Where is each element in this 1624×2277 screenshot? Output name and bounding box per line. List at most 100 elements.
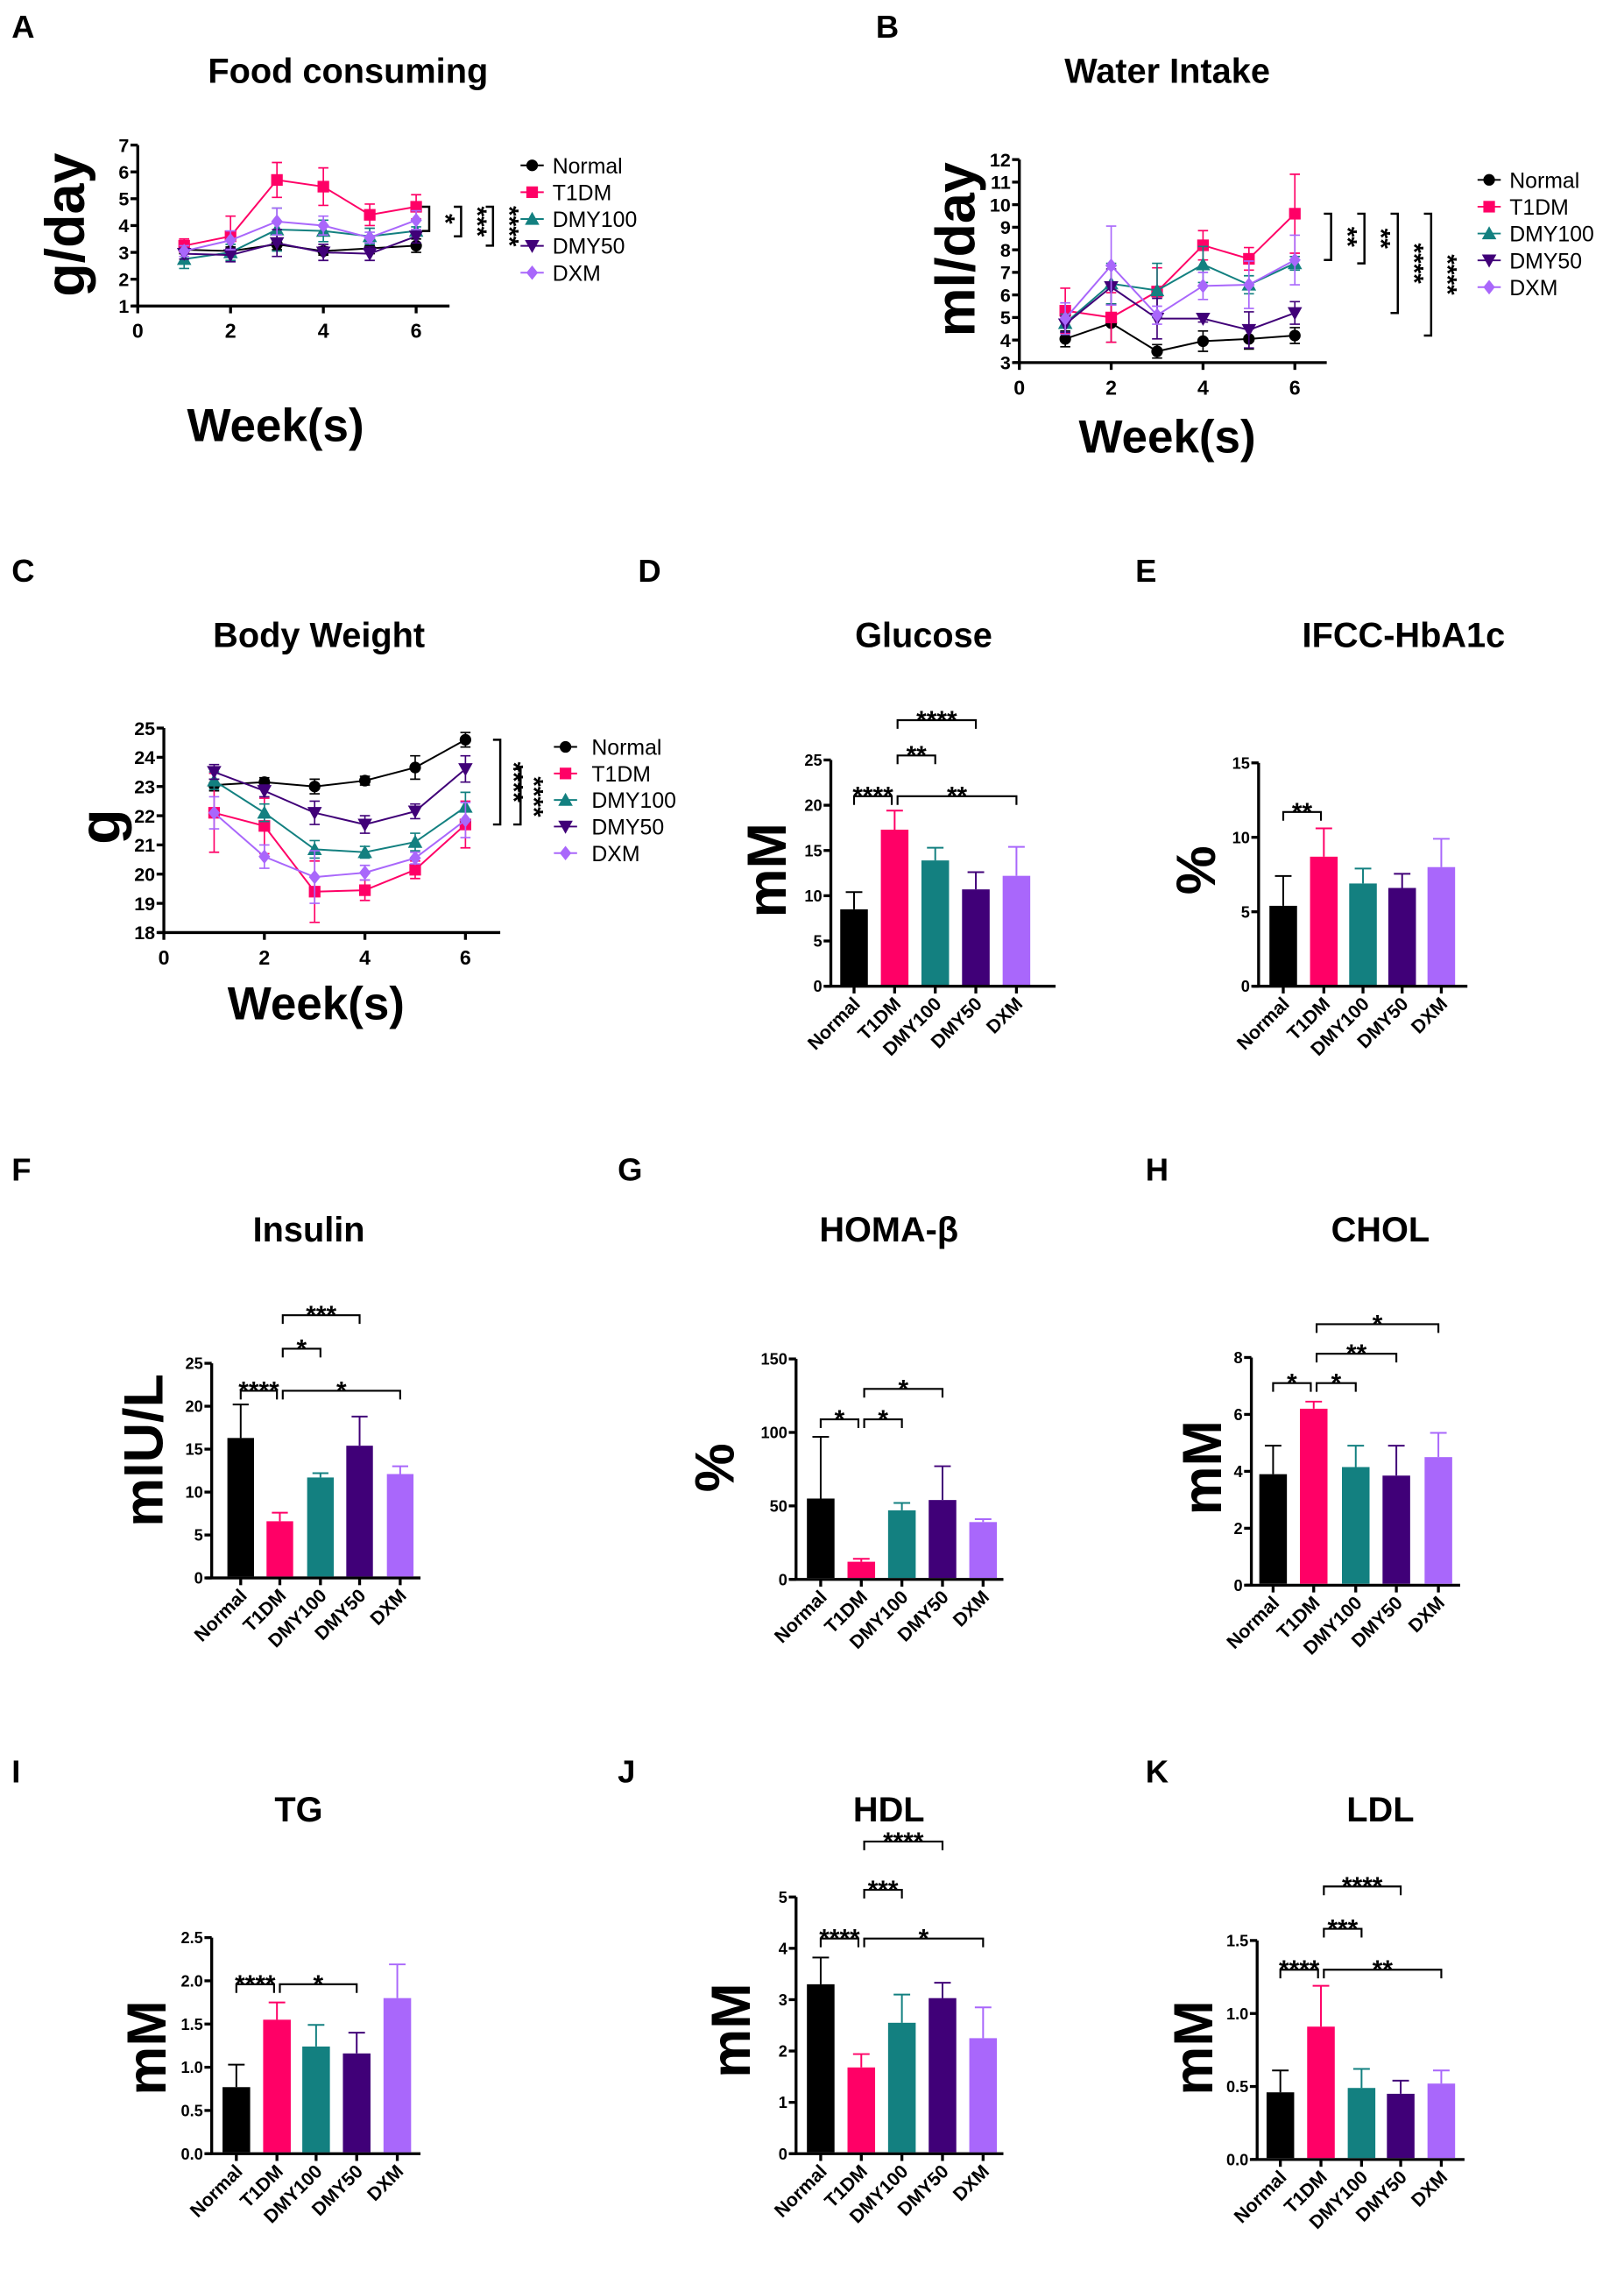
- error-bar: [852, 2053, 870, 2068]
- error-bar: [1387, 1445, 1405, 1476]
- error-bar: [893, 1502, 911, 1510]
- category-label: DXM: [364, 2160, 408, 2205]
- error-bar: [1315, 827, 1332, 857]
- y-tick-label: 5: [779, 1889, 787, 1906]
- significance-bracket: [863, 1418, 903, 1428]
- y-axis-label: g/day: [35, 152, 96, 296]
- series-line: [214, 739, 466, 788]
- data-point: [1151, 308, 1163, 323]
- series-dmy50: [176, 229, 424, 263]
- y-tick-label: 21: [134, 835, 155, 856]
- series-line: [1064, 213, 1296, 319]
- significance-stars: *: [1373, 1310, 1383, 1339]
- x-tick-label: 0: [1013, 376, 1025, 399]
- legend-label: T1DM: [591, 763, 651, 787]
- data-point: [358, 865, 371, 880]
- x-tick-label: 6: [460, 946, 471, 969]
- panel-letter: F: [11, 1152, 31, 1188]
- legend-label: DMY50: [553, 236, 625, 259]
- error-bar: [232, 1404, 249, 1439]
- panel-letter: G: [618, 1152, 642, 1188]
- panel-letter: K: [1146, 1753, 1169, 1789]
- legend-item: T1DM: [520, 181, 611, 205]
- panel-g: GHOMA-β050100150%NormalT1DMDMY100DMY50DX…: [618, 1152, 1004, 1653]
- y-tick-label: 6: [118, 162, 129, 183]
- significance-bracket: [896, 718, 978, 729]
- data-point: [407, 805, 423, 819]
- y-tick-label: 10: [1232, 829, 1250, 846]
- panel-d: DGlucose0510152025mMNormalT1DMDMY100DMY5…: [638, 553, 1056, 1060]
- significance-bracket: [1390, 212, 1400, 315]
- data-point: [258, 849, 271, 865]
- significance-bracket: [852, 795, 893, 805]
- data-point: [357, 818, 372, 832]
- y-tick-label: 2.5: [180, 1929, 202, 1947]
- legend-label: DMY100: [1509, 223, 1594, 247]
- y-tick-label: 8: [1234, 1349, 1243, 1367]
- data-point: [1059, 333, 1071, 345]
- significance-stars: ****: [1433, 254, 1462, 295]
- y-tick-label: 4: [1000, 330, 1011, 351]
- chart-title: Glucose: [855, 616, 992, 654]
- y-tick-label: 20: [186, 1398, 203, 1416]
- chart-title: TG: [274, 1791, 322, 1829]
- significance-bracket: [896, 795, 1018, 805]
- error-bar: [351, 1415, 368, 1446]
- data-point: [178, 244, 190, 258]
- series-line: [184, 235, 417, 257]
- panel-letter: E: [1135, 553, 1156, 589]
- panel-i: ITG0.00.51.01.52.02.5mMNormalT1DMDMY100D…: [11, 1753, 421, 2227]
- x-axis-label: Week(s): [187, 400, 364, 451]
- significance-bracket: [1272, 1382, 1312, 1392]
- axes: [1244, 1355, 1460, 1593]
- y-tick-label: 9: [1000, 217, 1011, 238]
- y-tick-label: 24: [134, 747, 155, 768]
- series-line: [213, 811, 466, 879]
- significance-stars: ****: [235, 1970, 276, 1999]
- legend-item: T1DM: [1477, 196, 1569, 220]
- x-tick-label: 2: [1105, 376, 1117, 399]
- data-point: [269, 237, 285, 251]
- y-tick-label: 12: [990, 150, 1011, 171]
- data-point: [222, 249, 238, 263]
- data-point: [257, 785, 272, 798]
- series-dxm: [1059, 225, 1301, 336]
- error-bar: [1264, 1445, 1282, 1474]
- legend-label: DMY100: [591, 789, 676, 813]
- data-point: [1287, 307, 1303, 321]
- significance-stars: *: [297, 1334, 307, 1363]
- x-tick-label: 4: [359, 946, 371, 969]
- legend-label: DXM: [1509, 277, 1557, 301]
- bar-t1dm: [847, 2067, 876, 2153]
- axes: [130, 143, 450, 314]
- significance-stars: ****: [519, 776, 548, 817]
- category-label: Normal: [190, 1585, 251, 1645]
- y-tick-label: 3: [1000, 353, 1011, 374]
- error-bar: [1352, 2068, 1370, 2089]
- significance-bracket: [863, 1388, 944, 1398]
- bar-dxm: [1424, 1457, 1452, 1584]
- y-tick-label: 7: [118, 135, 129, 156]
- bar-t1dm: [1310, 856, 1338, 986]
- panel-a: A Food consuming 1 2 3 4 5 6 7 g/day 0 2 4 6 Week(s) No…: [11, 9, 637, 451]
- x-tick-label: 0: [132, 320, 144, 343]
- y-axis-label: mM: [1172, 1420, 1233, 1515]
- y-tick-label: 18: [134, 923, 155, 944]
- significance-bracket: [863, 1888, 903, 1899]
- significance-bracket: [239, 1390, 279, 1400]
- bar-t1dm: [266, 1521, 293, 1577]
- legend-label: Normal: [1509, 169, 1579, 193]
- bar-t1dm: [1307, 2026, 1335, 2159]
- significance-bracket: [281, 1390, 401, 1400]
- y-tick-label: 4: [779, 1940, 788, 1957]
- y-tick-label: 0: [779, 2146, 787, 2163]
- y-tick-label: 3: [779, 1991, 787, 2009]
- bar-normal: [1259, 1474, 1288, 1584]
- legend-label: DMY50: [591, 817, 664, 840]
- y-tick-label: 2.0: [180, 1972, 202, 1990]
- data-point: [1149, 283, 1165, 297]
- data-point: [308, 781, 321, 793]
- bar-dxm: [1002, 875, 1031, 986]
- x-tick-label: 2: [225, 320, 237, 343]
